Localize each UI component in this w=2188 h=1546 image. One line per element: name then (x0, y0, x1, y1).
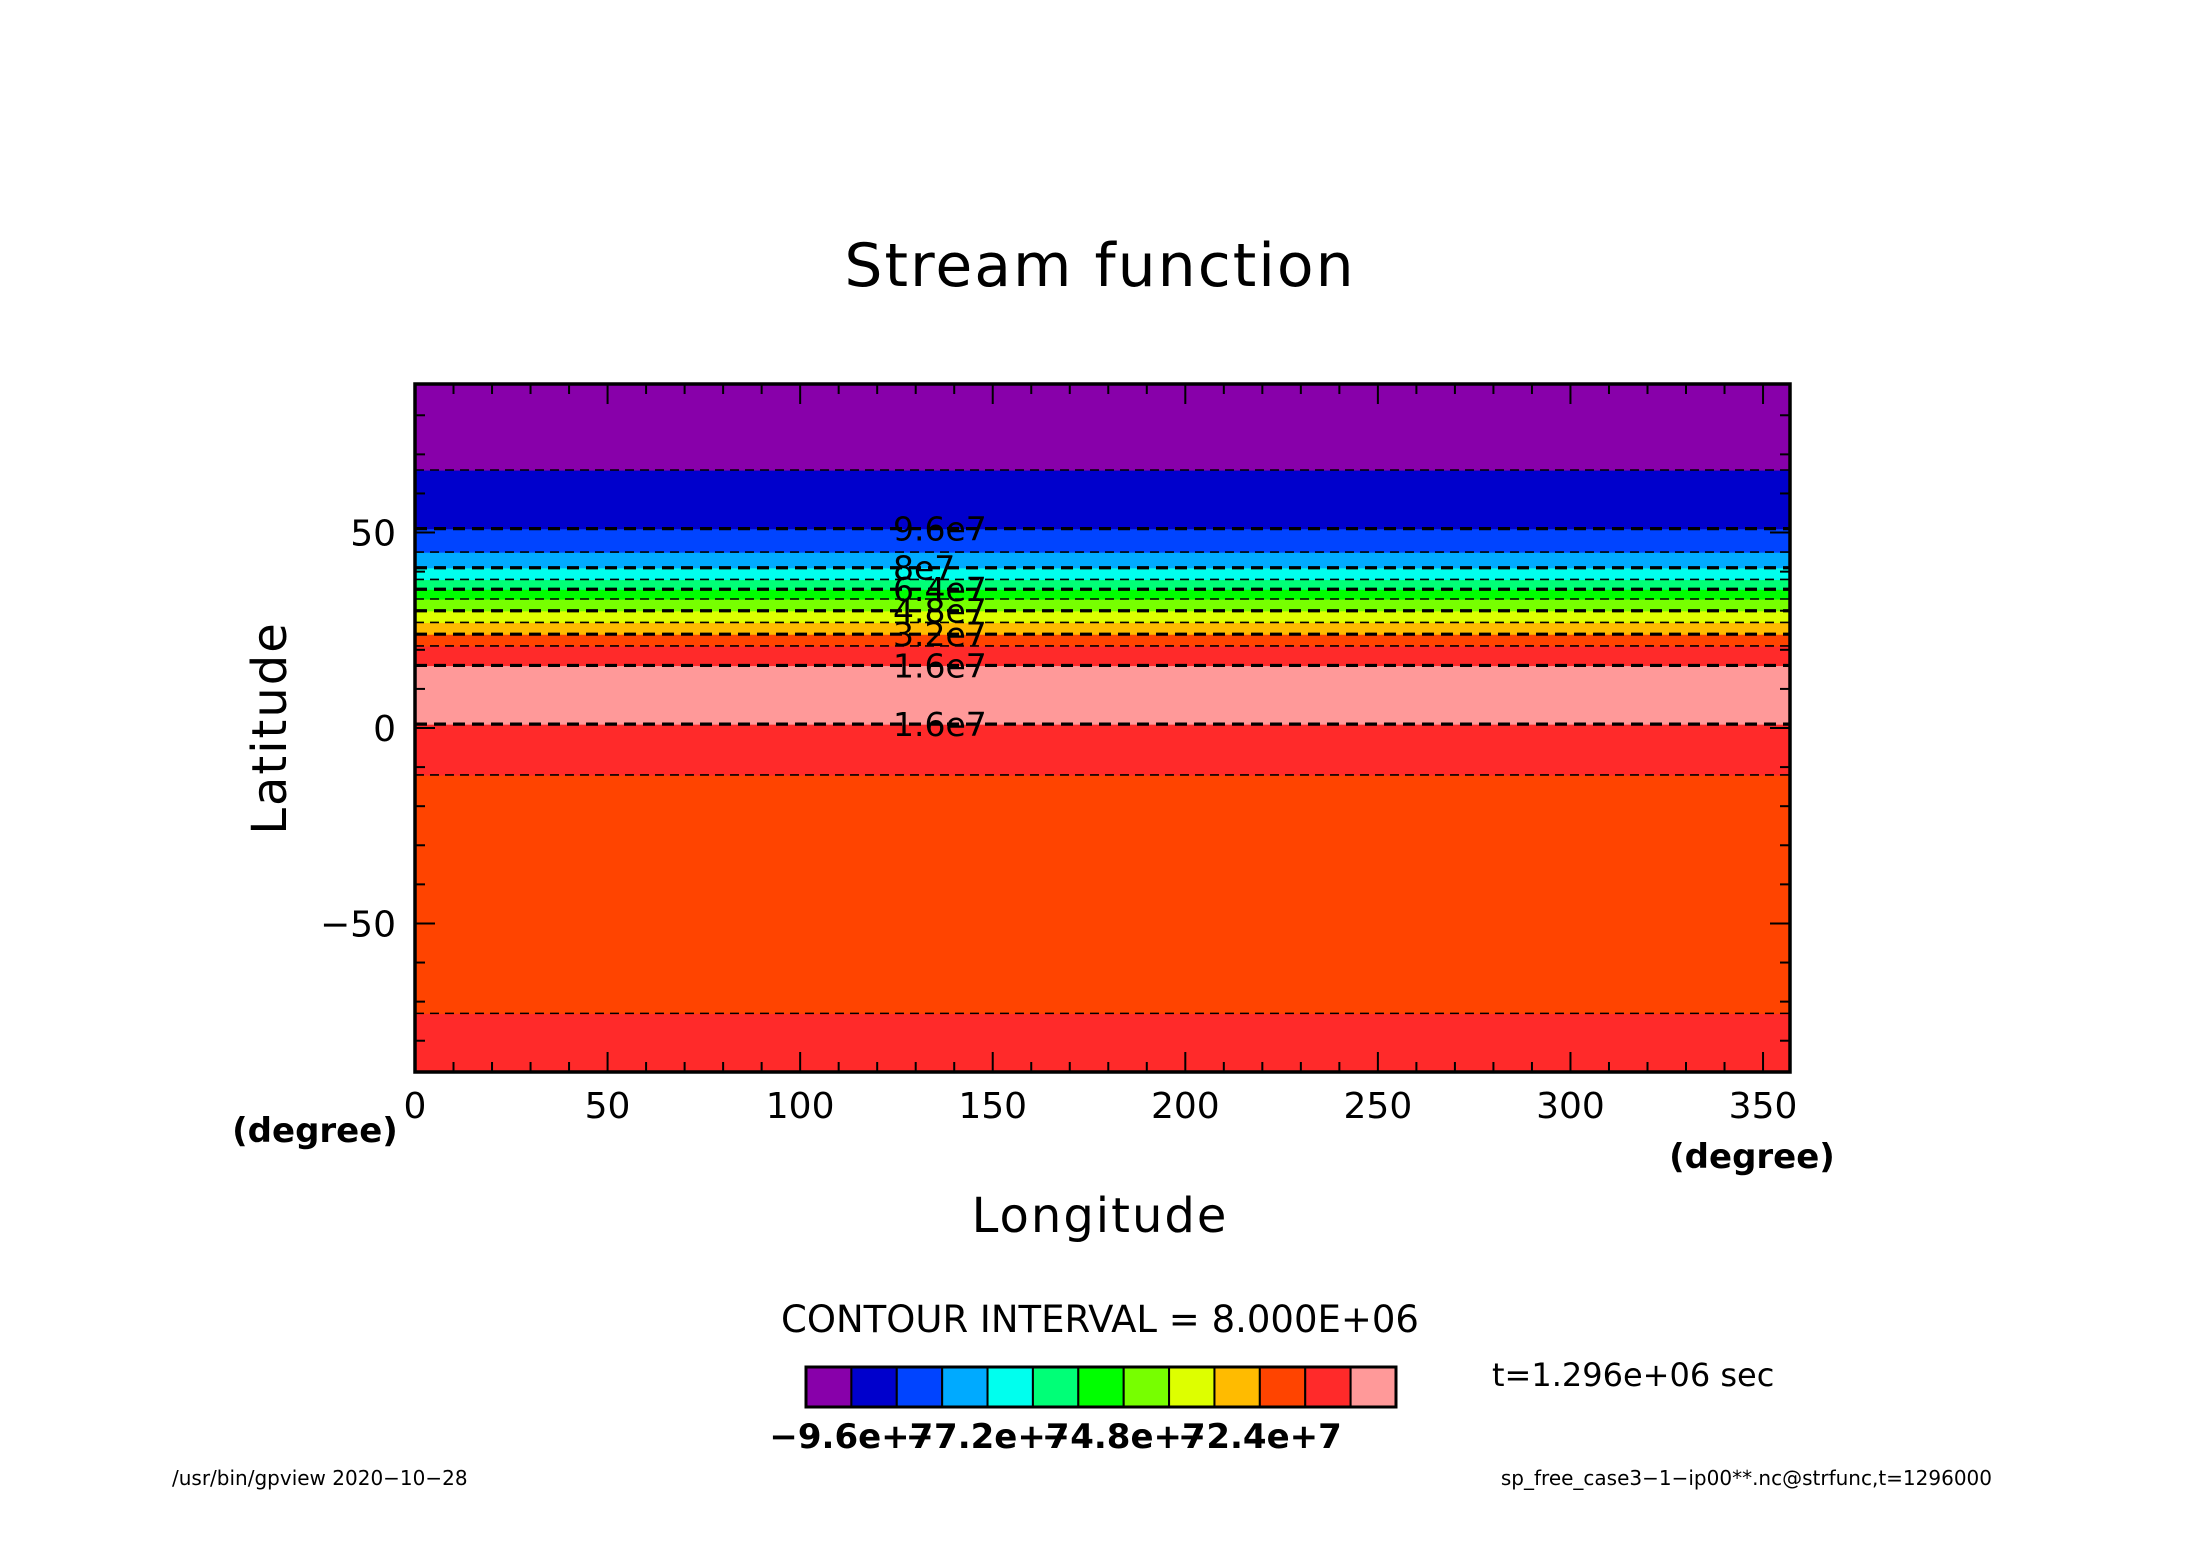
x-unit-label: (degree) (1669, 1137, 1835, 1177)
plot-bands (415, 384, 1790, 1073)
band-9 (415, 589, 1790, 600)
colorbar-label-0: −9.6e+7 (769, 1417, 933, 1457)
contour-label-2: 1.6e7 (893, 705, 987, 744)
band-8 (415, 599, 1790, 612)
x-tick-label-50: 50 (585, 1086, 631, 1127)
contour-label-11: 8e7 (893, 549, 955, 588)
footer-right: sp_free_case3−1−ip00**.nc@strfunc,t=1296… (1501, 1466, 1992, 1490)
contour-interval-label: CONTOUR INTERVAL = 8.000E+06 (781, 1298, 1419, 1341)
x-tick-label-250: 250 (1344, 1086, 1413, 1127)
colorbar-frame (804, 1365, 1398, 1409)
x-tick-labels: 0 50 100 150 200 250 300 350 (404, 1086, 1798, 1127)
colorbar-swatch-11 (1304, 1366, 1352, 1408)
x-tick-label-200: 200 (1151, 1086, 1220, 1127)
band-12 (415, 552, 1790, 569)
y-tick-label-2: 50 (350, 514, 396, 555)
colorbar-swatch-1 (850, 1366, 898, 1408)
footer-left: /usr/bin/gpview 2020−10−28 (172, 1466, 468, 1490)
band-3 (415, 665, 1790, 725)
colorbar-label-2: −4.8e+7 (1042, 1417, 1206, 1457)
colorbar-label-3: −2.4e+7 (1178, 1417, 1342, 1457)
band-5 (415, 634, 1790, 647)
plot-frame (413, 382, 1792, 1074)
colorbar-swatch-2 (895, 1366, 944, 1408)
colorbar-swatch-10 (1258, 1366, 1307, 1408)
colorbar-swatch-5 (1031, 1366, 1080, 1408)
contour-label-13: 9.6e7 (893, 510, 987, 549)
band-0 (415, 1013, 1790, 1073)
x-tick-label-100: 100 (766, 1086, 835, 1127)
band-14 (415, 470, 1790, 530)
band-15 (415, 384, 1790, 471)
x-tick-label-300: 300 (1536, 1086, 1605, 1127)
band-10 (415, 579, 1790, 590)
colorbar (804, 1365, 1398, 1409)
y-tick-labels: −50 0 50 (320, 514, 396, 946)
band-13 (415, 528, 1790, 553)
colorbar-labels: −9.6e+7−7.2e+7−4.8e+7−2.4e+7 (769, 1417, 1341, 1457)
colorbar-swatch-8 (1168, 1366, 1216, 1408)
y-tick-label-0: −50 (320, 904, 396, 945)
y-unit-label: (degree) (232, 1111, 398, 1151)
chart-title: Stream function (844, 231, 1355, 301)
contour-label-3: 1.6e7 (893, 646, 987, 685)
x-tick-label-350: 350 (1729, 1086, 1798, 1127)
colorbar-swatch-6 (1077, 1366, 1125, 1408)
x-axis-title: Longitude (972, 1188, 1229, 1244)
band-1 (415, 774, 1790, 1014)
band-4 (415, 645, 1790, 667)
colorbar-swatch-12 (1349, 1366, 1397, 1408)
colorbar-swatch-3 (941, 1366, 989, 1408)
y-axis-title: Latitude (242, 621, 298, 835)
colorbar-label-1: −7.2e+7 (906, 1417, 1070, 1457)
colorbar-swatch-9 (1213, 1366, 1261, 1408)
colorbar-swatch-7 (1122, 1366, 1171, 1408)
contour-label-9: 6.4e7 (893, 570, 987, 609)
band-2 (415, 724, 1790, 776)
x-tick-label-0: 0 (404, 1086, 427, 1127)
y-tick-label-1: 0 (373, 709, 396, 750)
time-label: t=1.296e+06 sec (1492, 1356, 1774, 1394)
colorbar-swatch-4 (986, 1366, 1034, 1408)
band-11 (415, 567, 1790, 581)
band-7 (415, 610, 1790, 624)
x-tick-label-150: 150 (958, 1086, 1027, 1127)
colorbar-swatch-0 (805, 1366, 853, 1408)
band-6 (415, 622, 1790, 635)
